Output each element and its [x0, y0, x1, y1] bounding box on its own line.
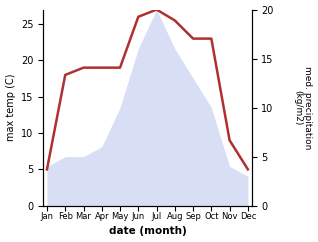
X-axis label: date (month): date (month) [108, 227, 186, 236]
Y-axis label: max temp (C): max temp (C) [5, 74, 16, 141]
Y-axis label: med. precipitation
(kg/m2): med. precipitation (kg/m2) [293, 66, 313, 149]
